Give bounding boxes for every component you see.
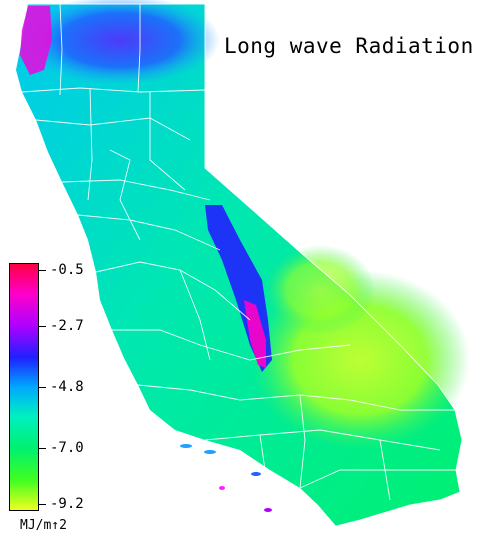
colorbar-tick <box>39 326 46 327</box>
colorbar-tick <box>39 448 46 449</box>
island <box>219 486 225 490</box>
island <box>264 508 272 512</box>
colorbar-tick <box>39 504 46 505</box>
colorbar-tick-label: -0.5 <box>50 262 84 278</box>
sierra-peak <box>244 300 266 368</box>
colorbar <box>9 263 39 511</box>
map-title: Long wave Radiation <box>224 34 474 58</box>
island <box>251 472 261 476</box>
colorbar-tick-label: -9.2 <box>50 496 84 512</box>
colorbar-tick <box>39 387 46 388</box>
county-boundaries <box>21 3 463 527</box>
colorbar-unit-label: MJ/m↑2 <box>20 518 67 533</box>
island <box>204 450 216 454</box>
colorbar-tick-label: -7.0 <box>50 440 84 456</box>
colorbar-tick-label: -4.8 <box>50 379 84 395</box>
colorbar-tick <box>39 270 46 271</box>
north-high-zone <box>20 0 220 85</box>
island <box>180 444 192 448</box>
desert-low-zone-2 <box>265 245 375 335</box>
colorbar-tick-label: -2.7 <box>50 318 84 334</box>
northwest-peak-zone <box>20 6 52 75</box>
